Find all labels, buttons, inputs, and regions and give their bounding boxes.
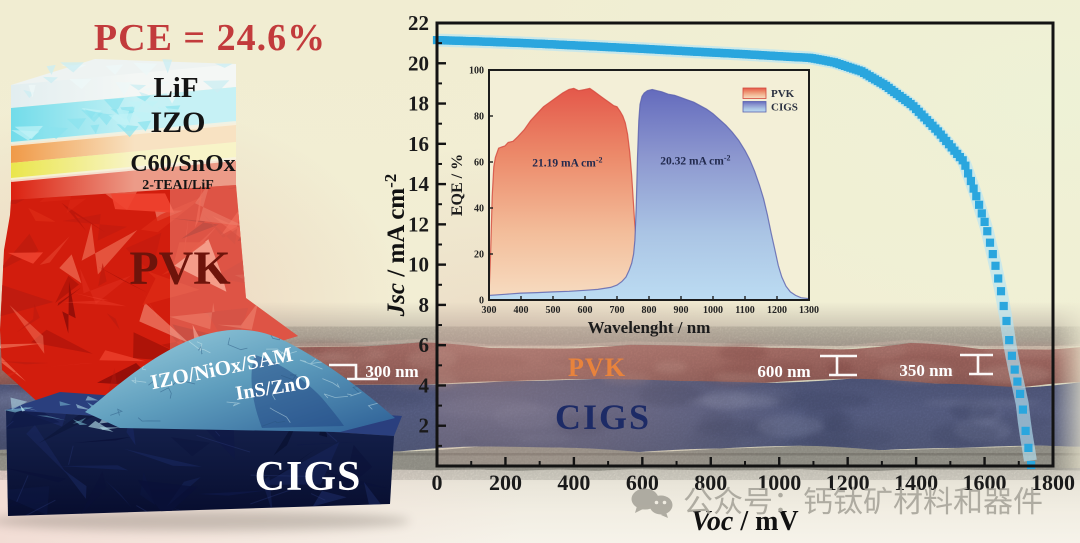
jv-marker (1013, 377, 1022, 386)
jv-x-tick-label: 1800 (1031, 470, 1075, 495)
eqe-legend-swatch-cigs (742, 101, 767, 113)
eqe-x-axis-title: Wavelenght / nm (588, 318, 711, 337)
jv-marker (1024, 443, 1033, 452)
jv-y-tick-label: 2 (419, 414, 430, 438)
eqe-x-tick-label: 600 (578, 305, 593, 316)
jv-marker (977, 209, 986, 218)
jv-marker (972, 192, 981, 201)
eqe-y-tick-label: 40 (474, 204, 484, 215)
jv-marker (1021, 426, 1030, 435)
jv-marker (1007, 351, 1016, 360)
eqe-y-tick-label: 20 (474, 250, 484, 261)
eqe-legend-label-pvk: PVK (771, 88, 795, 100)
sem-annotations: 300 nm 600 nm 350 nm PVK CIGS (329, 353, 993, 437)
thickness-label: 600 nm (757, 362, 810, 381)
sem-cigs-label: CIGS (555, 397, 651, 437)
jv-marker (1005, 336, 1014, 345)
jv-x-tick-label: 400 (557, 470, 590, 495)
eqe-x-tick-label: 400 (514, 305, 529, 316)
eqe-current-annotation: 21.19 mA cm-2 (532, 156, 602, 170)
jv-marker (991, 261, 1000, 270)
thickness-label: 350 nm (899, 361, 952, 380)
jv-y-tick-label: 14 (408, 172, 430, 196)
eqe-y-tick-label: 80 (474, 112, 484, 123)
device-schematic: LiFIZOC60/SnOx2-TEAI/LiFPVKIZO/NiOx/SAMI… (0, 59, 410, 531)
wechat-logo-icon (631, 488, 673, 518)
jv-marker (983, 227, 992, 236)
layer-label: C60/SnOx (130, 151, 235, 177)
jv-marker (1002, 316, 1011, 326)
eqe-current-annotation: 20.32 mA cm-2 (660, 153, 730, 167)
jv-y-tick-label: 12 (408, 212, 429, 236)
eqe-x-tick-label: 900 (674, 305, 689, 316)
jv-marker (1016, 389, 1025, 398)
watermark (631, 486, 1042, 518)
jv-y-tick-label: 10 (408, 253, 429, 277)
eqe-x-tick-label: 1200 (767, 305, 787, 316)
jv-x-tick-label: 1000 (757, 470, 801, 495)
thickness-label: 300 nm (365, 362, 418, 381)
jv-marker (964, 169, 973, 178)
jv-marker (996, 287, 1006, 296)
jv-marker (958, 156, 967, 165)
eqe-x-tick-label: 300 (482, 305, 497, 316)
eqe-inset-chart: 300 400 500 600 700 800 900 1000 1100 1200 1300 0 20… (449, 66, 819, 338)
jv-marker (1010, 365, 1019, 374)
eqe-x-tick-label: 1000 (703, 305, 723, 316)
jv-marker (988, 250, 997, 259)
cigs-block-label: CIGS (255, 454, 362, 500)
eqe-area-cigs (488, 88, 810, 301)
jv-y-tick-label: 16 (408, 132, 429, 156)
eqe-x-tick-label: 800 (642, 305, 657, 316)
eqe-legend-label-cigs: CIGS (771, 102, 798, 114)
jv-y-tick-label: 6 (419, 333, 430, 357)
jv-marker (985, 238, 995, 247)
jv-marker (966, 176, 975, 186)
jv-x-tick-label: 0 (432, 470, 443, 495)
eqe-x-tick-label: 500 (546, 305, 561, 316)
thickness-bracket (820, 354, 857, 377)
jv-y-tick-label: 20 (408, 51, 429, 75)
jv-marker (1018, 405, 1027, 414)
eqe-x-tick-label: 1100 (735, 305, 754, 316)
jv-marker (994, 274, 1003, 283)
eqe-x-tick-label: 700 (610, 305, 625, 316)
pce-title: PCE = 24.6% (93, 17, 327, 59)
jv-y-axis-title: Jsc / mA cm-2 (381, 174, 410, 318)
jv-marker (975, 200, 984, 209)
thickness-bracket (960, 353, 993, 376)
jv-x-tick-label: 1200 (826, 470, 870, 495)
eqe-y-axis-title: EQE / % (449, 154, 466, 216)
jv-marker (980, 217, 989, 226)
watermark-text-path (684, 486, 1042, 515)
jv-marker (969, 184, 978, 193)
layer-label: IZO (150, 106, 205, 139)
thickness-bracket (329, 363, 378, 381)
eqe-x-tick-label: 1300 (799, 305, 819, 316)
jv-y-tick-label: 8 (419, 293, 430, 317)
eqe-y-tick-label: 60 (474, 158, 484, 169)
layer-label: 2-TEAI/LiF (142, 178, 214, 193)
eqe-y-tick-label: 0 (479, 296, 484, 307)
jv-y-tick-label: 4 (419, 373, 430, 397)
jv-marker (961, 161, 970, 170)
jv-x-tick-label: 800 (694, 470, 727, 495)
layer-label: PVK (129, 242, 230, 295)
jv-marker (999, 301, 1008, 311)
jv-y-tick-label: 22 (408, 11, 429, 35)
jv-y-tick-label: 18 (408, 92, 429, 116)
sem-pvk-label: PVK (568, 353, 626, 382)
eqe-y-tick-label: 100 (469, 66, 484, 77)
eqe-legend-swatch-pvk (742, 87, 767, 99)
jv-x-tick-label: 200 (489, 470, 522, 495)
layer-label: LiF (153, 72, 198, 104)
